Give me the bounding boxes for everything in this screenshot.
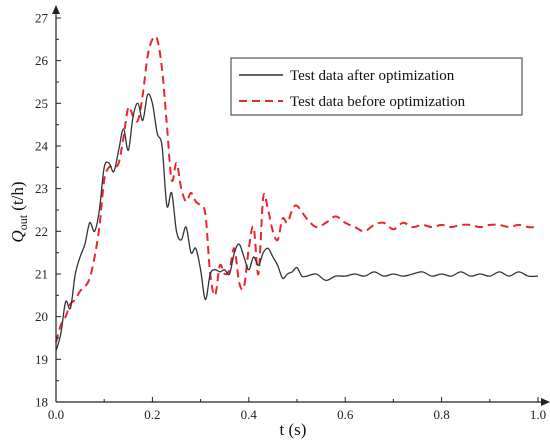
y-tick-label: 27 <box>35 11 49 26</box>
y-axis-arrow <box>52 5 60 14</box>
legend-label-before: Test data before optimization <box>290 94 466 110</box>
y-axis-title: Qout (t/h) <box>8 181 30 242</box>
x-tick-label: 0.0 <box>48 407 64 422</box>
y-tick-label: 24 <box>35 139 49 154</box>
x-axis-title: t (s) <box>280 420 307 439</box>
x-tick-label: 0.4 <box>241 407 258 422</box>
y-axis-title-unit: (t/h) <box>8 181 27 215</box>
x-tick-label: 1.0 <box>530 407 546 422</box>
y-tick-label: 19 <box>35 352 48 367</box>
x-tick-label: 0.6 <box>337 407 354 422</box>
y-tick-label: 23 <box>35 181 48 196</box>
svg-text:Qout (t/h): Qout (t/h) <box>8 181 30 242</box>
y-axis-title-subscript: out <box>16 214 30 230</box>
legend-label-after: Test data after optimization <box>290 68 455 84</box>
series-line-after-optimization <box>55 93 539 351</box>
y-tick-label: 18 <box>35 395 48 410</box>
y-tick-label: 22 <box>35 224 48 239</box>
y-axis-title-main: Q <box>8 230 27 242</box>
series-line-before-optimization <box>55 35 539 343</box>
y-tick-label: 26 <box>35 53 49 68</box>
x-tick-label: 0.8 <box>433 407 449 422</box>
axes-layer: 18 19 20 21 22 23 24 25 26 27 0.0 0.2 0.4 0.6 0.8 1.0 <box>35 5 550 422</box>
y-tick-label: 20 <box>35 309 48 324</box>
x-axis-arrow <box>541 398 550 406</box>
legend: Test data after optimization Test data b… <box>230 57 523 116</box>
legend-box <box>230 57 523 116</box>
y-tick-label: 25 <box>35 96 48 111</box>
y-tick-label: 21 <box>35 267 48 282</box>
x-tick-label: 0.2 <box>144 407 160 422</box>
series-layer <box>55 35 539 351</box>
